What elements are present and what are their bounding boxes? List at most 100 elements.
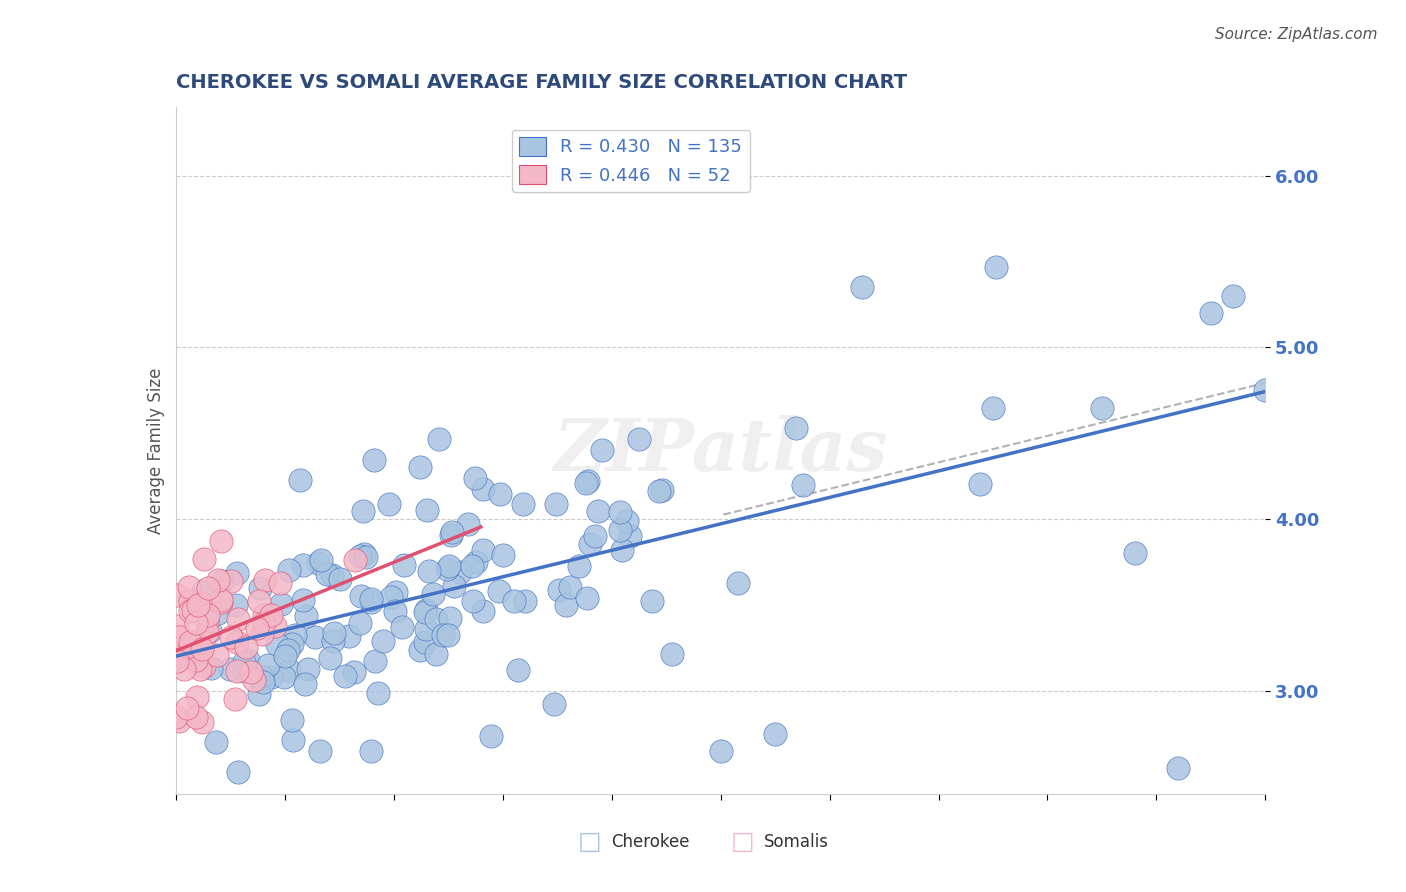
Point (273, 670, 295, 684)
Point (356, 549, 378, 564)
Point (181, 603, 204, 617)
Point (616, 514, 638, 528)
Point (422, 587, 444, 601)
Point (225, 598, 247, 612)
Point (167, 714, 190, 728)
Point (353, 547, 375, 561)
Point (378, 497, 401, 511)
Point (219, 662, 242, 676)
Point (307, 557, 329, 571)
Point (579, 537, 602, 551)
Point (260, 608, 283, 623)
Point (179, 634, 201, 648)
Point (247, 687, 270, 701)
Legend: R = 0.430   N = 135, R = 0.446   N = 52: R = 0.430 N = 135, R = 0.446 N = 52 (512, 130, 749, 192)
Point (283, 732, 305, 747)
Point (166, 646, 188, 660)
Point (349, 549, 371, 563)
Point (440, 524, 463, 539)
Point (179, 604, 201, 618)
Point (257, 658, 280, 673)
Point (239, 665, 262, 680)
Point (651, 483, 673, 497)
Point (277, 643, 299, 657)
Point (177, 580, 200, 594)
Point (1199, 306, 1222, 320)
Point (1167, 761, 1189, 775)
Point (252, 675, 274, 690)
Point (380, 590, 402, 604)
Point (184, 615, 207, 630)
Point (337, 629, 360, 643)
Point (360, 744, 382, 758)
Point (266, 637, 288, 651)
Point (197, 608, 219, 623)
Point (333, 669, 356, 683)
Point (427, 432, 450, 446)
Point (295, 608, 318, 623)
Point (464, 471, 486, 485)
Point (515, 594, 537, 608)
Point (461, 559, 484, 574)
Point (186, 690, 208, 704)
Point (609, 524, 631, 538)
Point (785, 420, 807, 434)
Point (228, 765, 250, 780)
Point (425, 612, 447, 626)
Point (364, 654, 387, 668)
Point (197, 624, 219, 639)
Point (436, 562, 458, 576)
Point (246, 621, 269, 635)
Point (233, 656, 256, 670)
Point (648, 484, 671, 499)
Point (544, 497, 567, 511)
Point (193, 658, 215, 673)
Point (274, 649, 297, 664)
Point (792, 478, 814, 492)
Point (188, 596, 211, 610)
Point (280, 713, 302, 727)
Point (197, 581, 219, 595)
Point (558, 581, 581, 595)
Point (367, 686, 389, 700)
Point (278, 663, 301, 677)
Point (710, 744, 733, 758)
Point (297, 662, 319, 676)
Point (1254, 384, 1277, 398)
Point (436, 628, 458, 642)
Point (226, 635, 249, 649)
Point (270, 597, 292, 611)
Point (392, 558, 415, 573)
Point (236, 653, 259, 667)
Point (432, 628, 454, 642)
Point (304, 631, 326, 645)
Point (425, 648, 447, 662)
Point (200, 661, 222, 675)
Point (280, 637, 302, 651)
Point (492, 549, 515, 563)
Point (205, 735, 228, 749)
Point (191, 714, 214, 729)
Point (727, 575, 749, 590)
Point (195, 614, 218, 628)
Point (322, 634, 344, 648)
Point (193, 551, 215, 566)
Point (309, 744, 332, 758)
Point (440, 528, 463, 542)
Point (179, 639, 201, 653)
Point (343, 553, 366, 567)
Point (309, 553, 332, 567)
Point (352, 504, 374, 518)
Point (207, 607, 229, 621)
Point (321, 568, 343, 582)
Point (252, 607, 274, 622)
Text: Cherokee: Cherokee (612, 833, 690, 851)
Point (418, 564, 440, 578)
Point (247, 594, 270, 608)
Text: Source: ZipAtlas.com: Source: ZipAtlas.com (1215, 27, 1378, 42)
Point (384, 604, 406, 618)
Point (575, 476, 598, 491)
Point (167, 630, 190, 644)
Point (219, 631, 242, 645)
Point (226, 611, 249, 625)
